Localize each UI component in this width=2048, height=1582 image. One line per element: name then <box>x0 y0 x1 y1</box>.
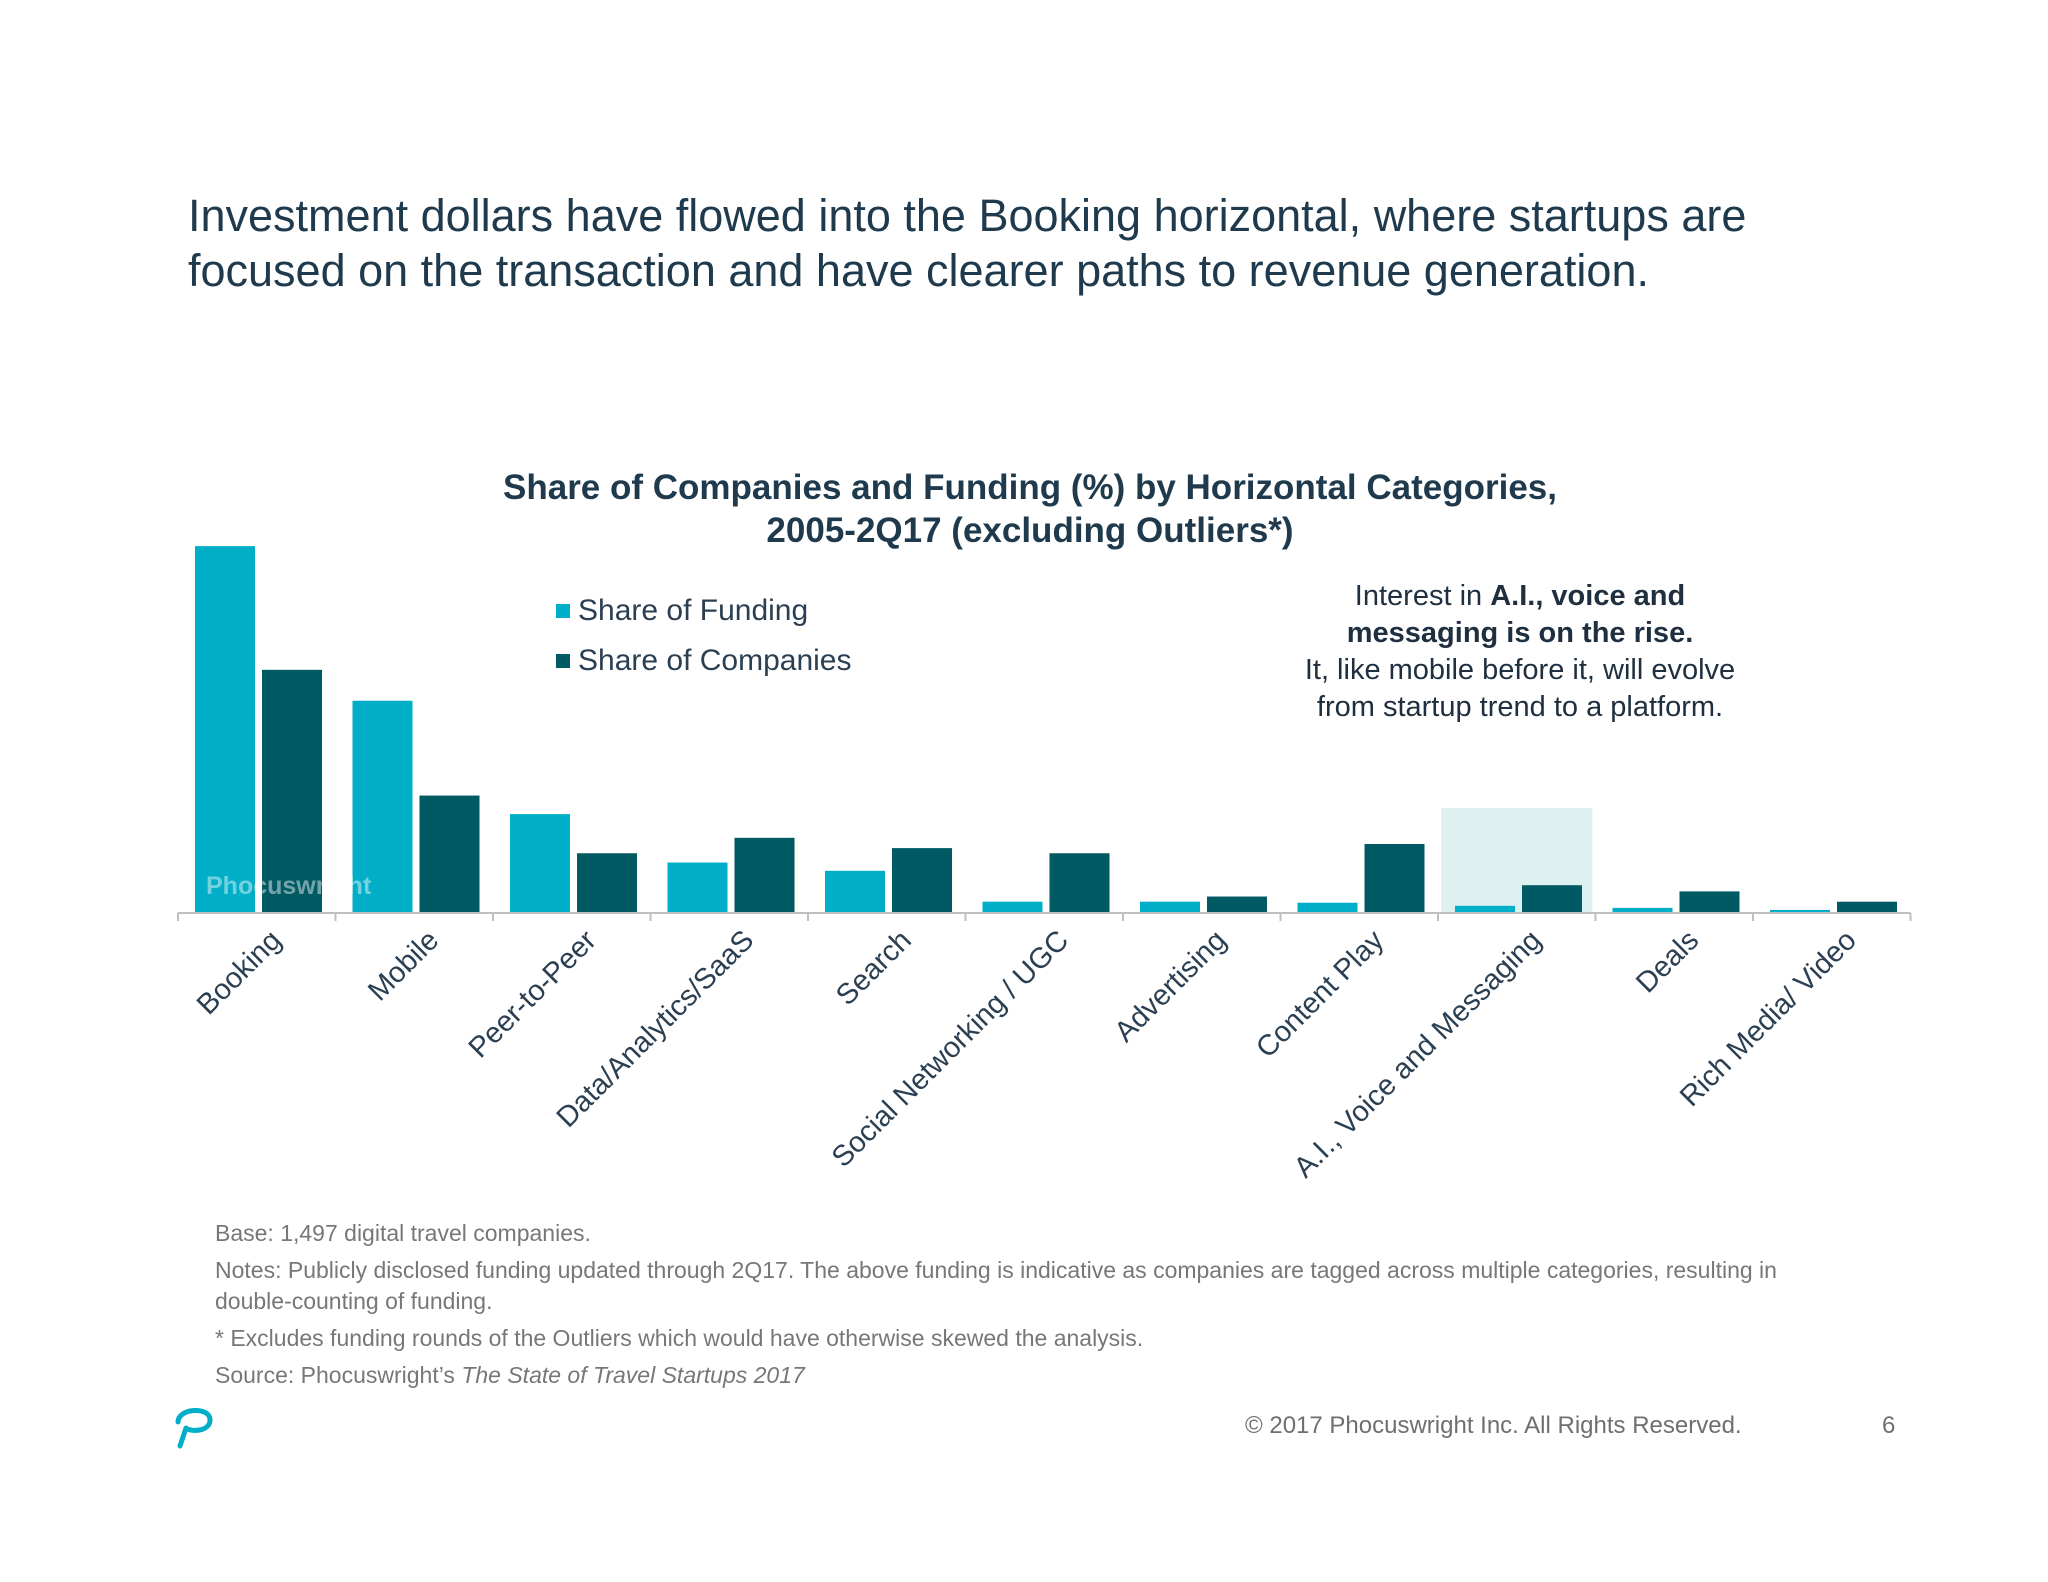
x-tick-label-10: Rich Media/ Video <box>1674 924 1863 1113</box>
legend-funding-label: Share of Funding <box>578 594 809 627</box>
legend-companies-label: Share of Companies <box>578 644 852 677</box>
bar-companies-7 <box>1364 843 1425 912</box>
legend-companies-swatch <box>556 654 570 668</box>
bar-companies-4 <box>892 848 952 912</box>
callout-bold: A.I., voice and messaging is on the rise… <box>1346 580 1694 649</box>
page-number: 6 <box>1882 1412 1896 1439</box>
bar-companies-6 <box>1207 896 1267 912</box>
x-tick-label-8: A.I., Voice and Messaging <box>1288 924 1548 1184</box>
x-tick-label-4: Search <box>830 924 918 1012</box>
bar-funding-0 <box>195 546 255 912</box>
note-source: Source: Phocuswright’s The State of Trav… <box>215 1360 1855 1391</box>
bar-funding-1 <box>352 700 413 912</box>
bar-chart: Booking Mobile Peer-to-PeerData/Analytics/… <box>177 546 1912 1184</box>
x-tick-label-7: Content Play <box>1250 924 1390 1064</box>
note-source-prefix: Source: Phocuswright’s <box>215 1362 462 1388</box>
callout-pre: Interest in <box>1354 580 1491 612</box>
chart-title-line1: Share of Companies and Funding (%) by Ho… <box>503 468 1557 507</box>
bar-funding-4 <box>825 870 885 912</box>
callout-rest: It, like mobile before it, will evolve f… <box>1304 654 1736 723</box>
bar-funding-2 <box>510 814 570 912</box>
bar-companies-0 <box>262 669 322 912</box>
bar-companies-9 <box>1679 891 1740 912</box>
x-tick-label-6: Advertising <box>1109 924 1233 1048</box>
watermark: Phocuswright <box>206 872 372 900</box>
x-tick-label-9: Deals <box>1630 924 1705 999</box>
legend-funding: Share of Funding <box>556 594 808 628</box>
bar-funding-10 <box>1770 909 1830 912</box>
bar-funding-3 <box>667 862 728 912</box>
note-excludes: * Excludes funding rounds of the Outlier… <box>215 1325 1144 1351</box>
bar-companies-2 <box>577 853 637 912</box>
bar-companies-10 <box>1837 901 1897 912</box>
chart-title: Share of Companies and Funding (%) by Ho… <box>400 466 1660 552</box>
callout: Interest in A.I., voice and messaging is… <box>1300 578 1740 726</box>
footer-copyright: © 2017 Phocuswright Inc. All Rights Rese… <box>1245 1412 1742 1439</box>
note-notes: Notes: Publicly disclosed funding update… <box>215 1257 1777 1314</box>
x-tick-label-2: Peer-to-Peer <box>463 924 603 1064</box>
bar-funding-6 <box>1140 901 1200 912</box>
chart-title-line2: 2005-2Q17 (excluding Outliers*) <box>766 511 1294 550</box>
bar-funding-9 <box>1612 907 1673 912</box>
note-base: Base: 1,497 digital travel companies. <box>215 1220 591 1246</box>
legend-companies: Share of Companies <box>556 644 852 678</box>
bar-companies-3 <box>734 837 795 912</box>
bar-companies-5 <box>1049 853 1110 912</box>
bar-companies-1 <box>419 795 480 912</box>
bar-companies-8 <box>1522 885 1582 912</box>
bar-funding-7 <box>1297 902 1358 912</box>
x-tick-label-0: Booking <box>191 924 288 1021</box>
bar-funding-5 <box>982 901 1043 912</box>
x-tick-label-1: Mobile <box>362 924 445 1007</box>
legend-funding-swatch <box>556 604 570 618</box>
phocuswright-logo-icon <box>175 1408 213 1449</box>
headline: Investment dollars have flowed into the … <box>188 190 1747 296</box>
note-source-title: The State of Travel Startups 2017 <box>461 1362 805 1388</box>
bar-funding-8 <box>1455 905 1515 912</box>
